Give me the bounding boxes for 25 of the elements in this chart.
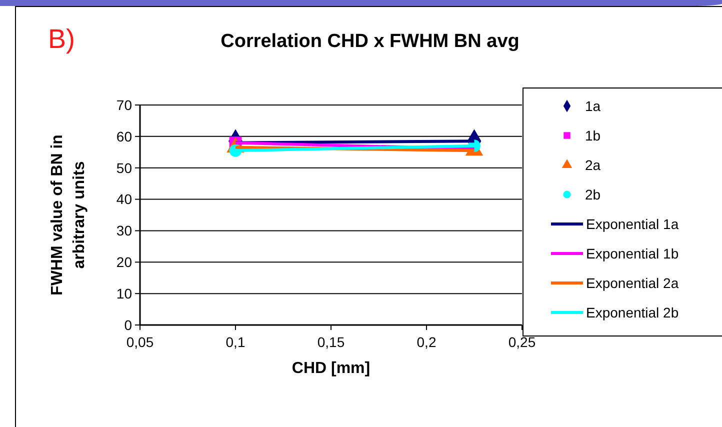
x-tick-label: 0,25: [508, 334, 536, 350]
chart-title: Correlation CHD x FWHM BN avg: [220, 31, 520, 52]
x-axis-title: CHD [mm]: [292, 360, 370, 377]
legend-label: Exponential 2b: [586, 304, 679, 320]
legend-label: Exponential 2a: [586, 274, 679, 291]
y-tick-label: 30: [116, 222, 132, 239]
y-tick-label: 40: [116, 191, 132, 208]
y-axis-title: FWHM value of BN in arbitrary units: [49, 134, 88, 296]
y-tick-label: 10: [116, 285, 132, 302]
legend-label: 2a: [585, 156, 601, 173]
x-tick-label: 0,2: [416, 334, 436, 350]
y-tick-label: 0: [124, 316, 132, 333]
y-tick-label: 60: [116, 128, 132, 144]
legend-label: 1a: [585, 98, 601, 114]
x-tick-label: 0,05: [126, 334, 154, 350]
x-tick-label: 0,15: [317, 334, 345, 350]
text: B): [48, 24, 75, 54]
legend-label: Exponential 1b: [586, 245, 679, 262]
legend-label: 1b: [585, 127, 601, 144]
y-tick-label: 50: [116, 160, 132, 176]
legend-label: 2b: [585, 186, 601, 202]
legend-label: Exponential 1a: [586, 216, 679, 232]
x-tick-label: 0,1: [226, 334, 246, 350]
y-tick-label: 70: [116, 96, 132, 113]
y-tick-label: 20: [116, 254, 132, 270]
